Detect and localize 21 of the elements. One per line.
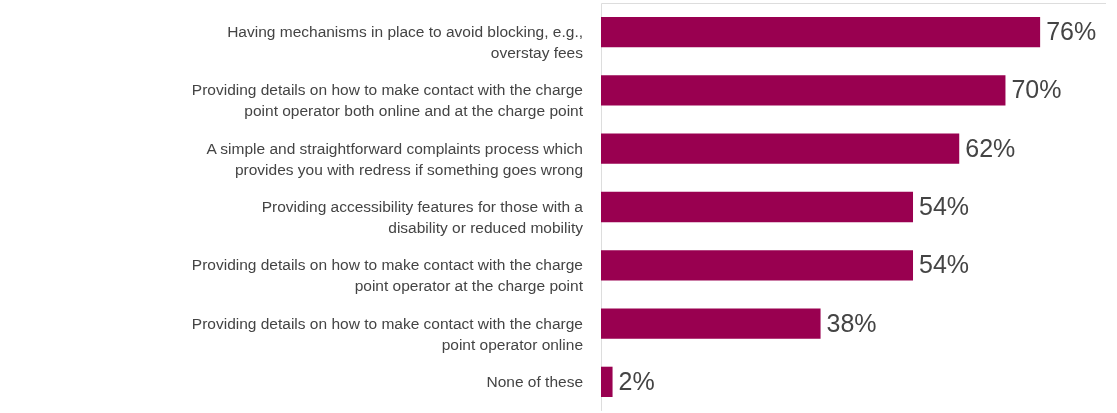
y-tick-label: Having mechanisms in place to avoid blocking, e.g., overstay fees [227,23,584,62]
bar [601,308,821,339]
y-tick-label: Providing accessibility features for those with a disability or reduced mobility [261,198,584,236]
bar [601,366,613,398]
data-label: 62% [965,133,1016,162]
bar [601,16,1041,48]
data-label: 2% [618,366,655,395]
y-tick-label: Providing details on how to make contact with the charge point operator at the charge point [191,256,584,295]
bar [601,75,1006,106]
bar [601,250,914,281]
y-tick-label: Providing details on how to make contact with the charge point operator both online and at the charge point [191,81,584,120]
y-tick-label: Providing details on how to make contact with the charge point operator online [191,314,583,353]
data-label: 70% [1011,75,1062,104]
y-tick-label: A simple and straightforward complaints process which provides you with redress if something goes wrong [206,139,583,178]
data-label: 76% [1046,17,1097,46]
data-label: 54% [919,250,970,279]
y-tick-label: None of these [486,372,583,390]
bar [601,191,914,223]
data-label: 38% [826,308,877,337]
data-label: 54% [919,192,970,220]
bar [601,133,960,164]
